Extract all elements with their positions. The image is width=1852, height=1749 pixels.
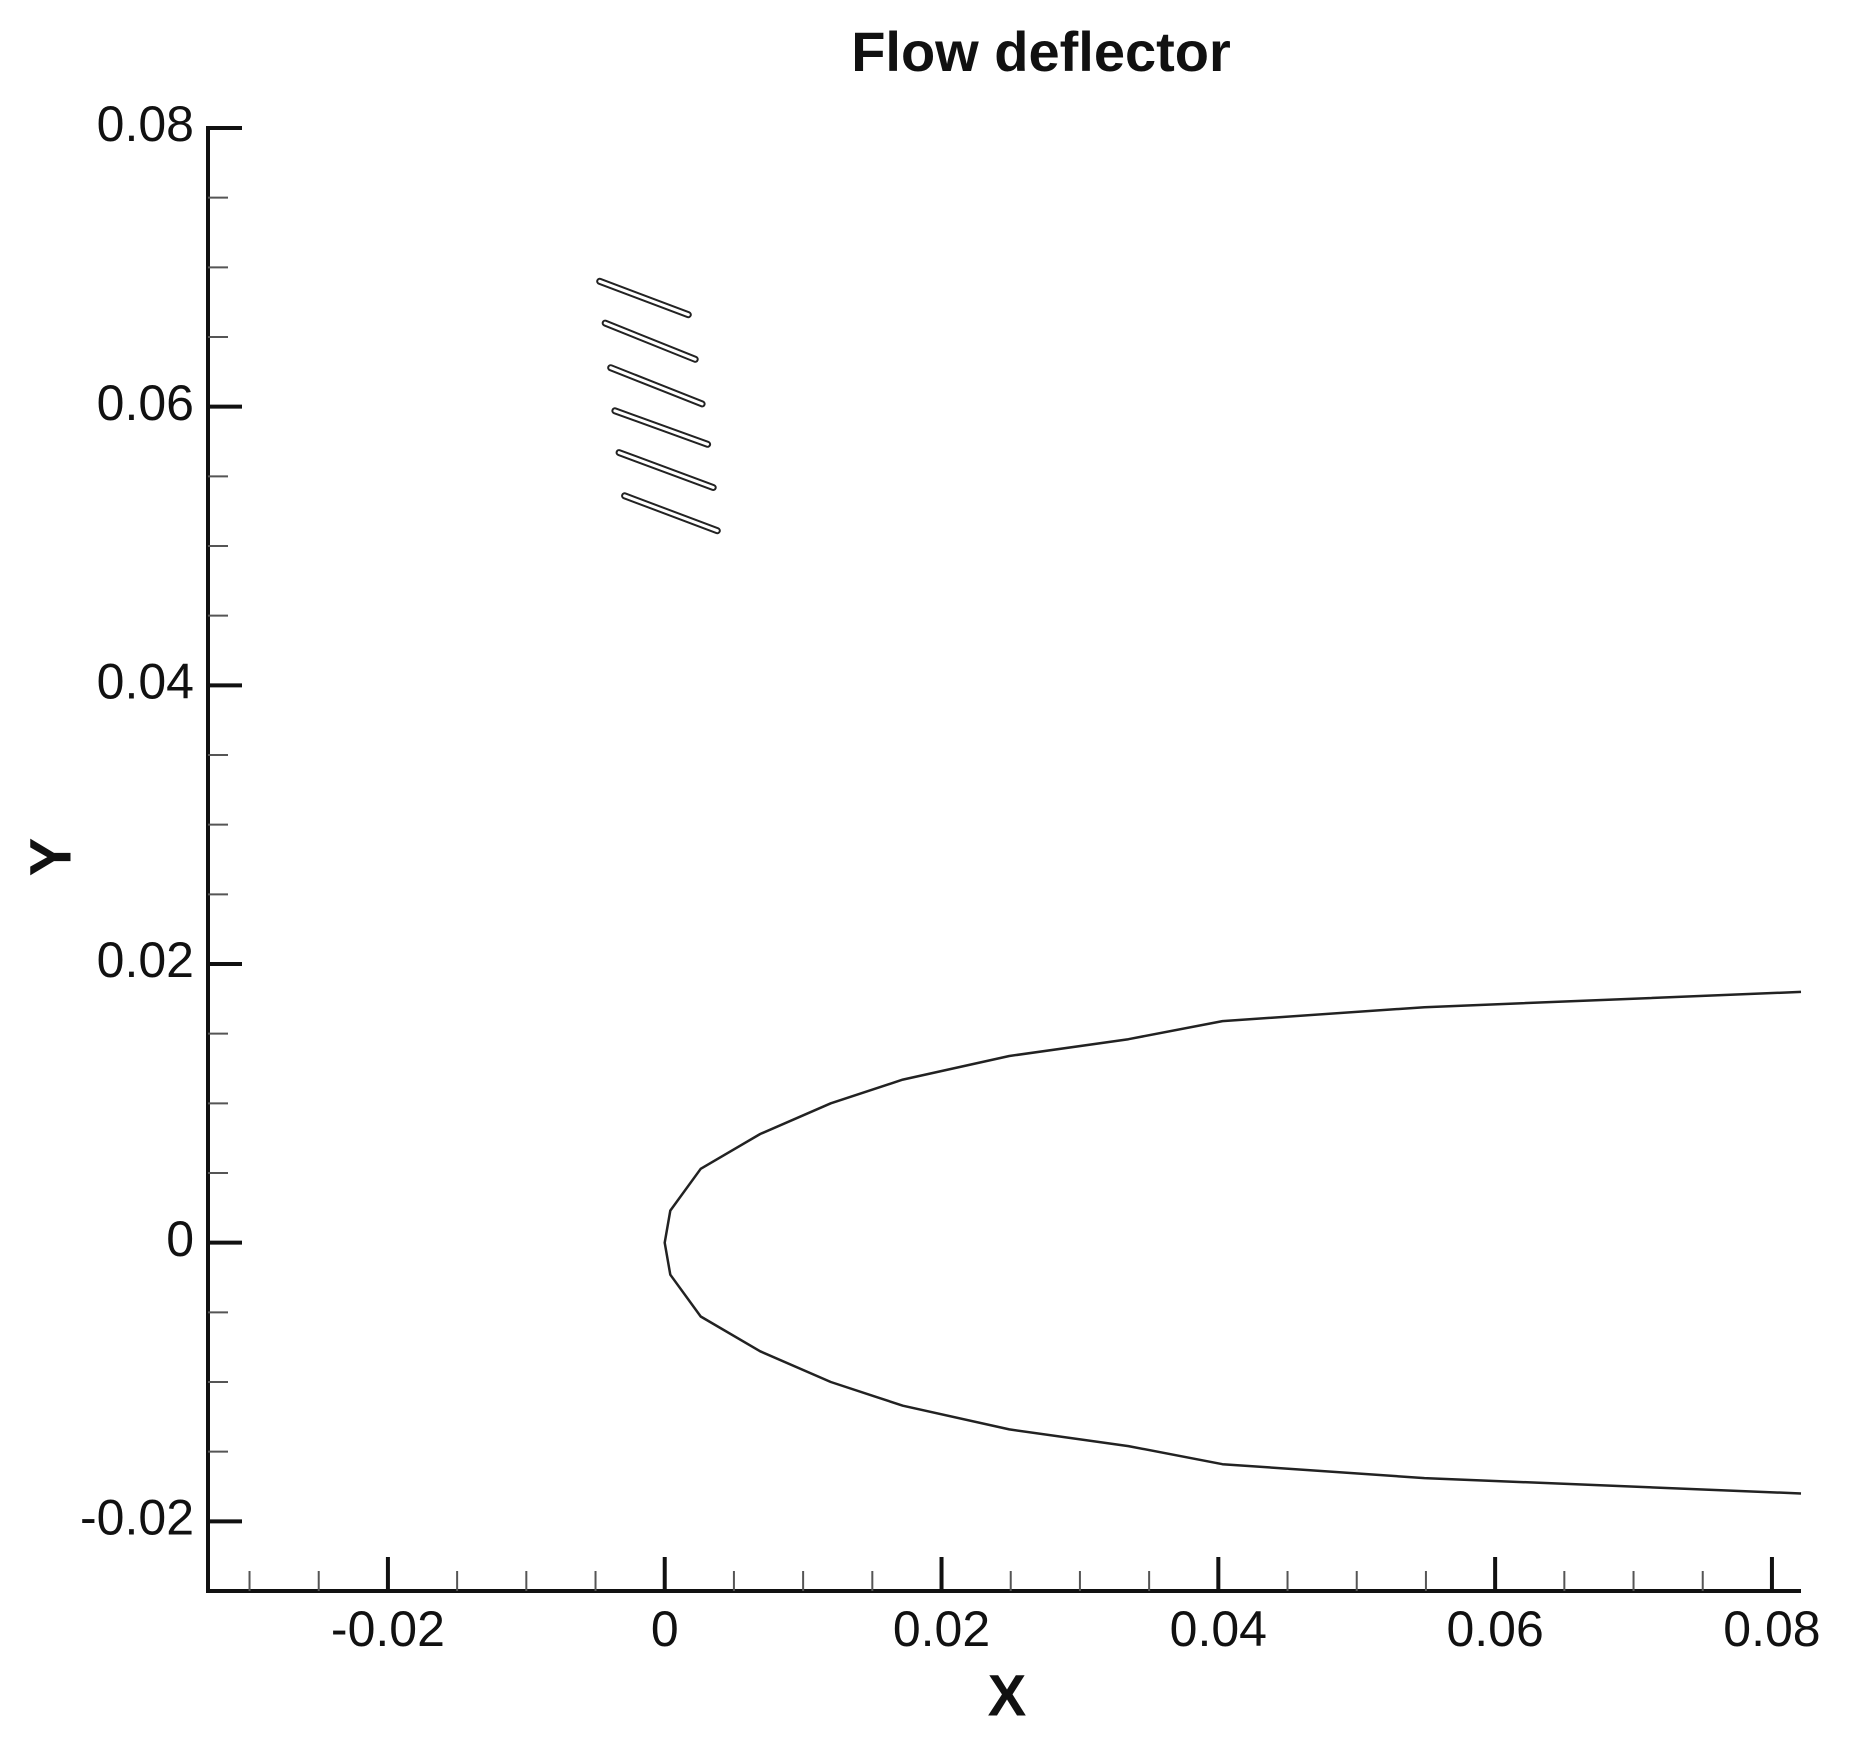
y-axis-label: Y [18,838,83,877]
y-tick-label: 0.06 [97,375,194,431]
x-tick-label: -0.02 [331,1601,445,1657]
deflector-slat [615,449,717,491]
airfoil-contour [663,990,1802,1495]
deflector-slat [596,277,692,319]
x-tick-label: 0.04 [1170,1601,1267,1657]
x-tick-label: 0 [651,1601,679,1657]
x-tick-label: 0.08 [1723,1601,1820,1657]
y-tick-label: 0.02 [97,932,194,988]
deflector-slat [607,364,706,408]
y-tick-label: -0.02 [80,1490,194,1546]
y-tick-label: 0.04 [97,654,194,710]
x-tick-label: 0.06 [1446,1601,1543,1657]
deflector-slat [611,407,712,448]
y-tick-label: 0.08 [97,96,194,152]
y-tick-label: 0 [166,1211,194,1267]
deflector-slat [601,319,699,363]
deflector-slat [621,492,721,535]
x-axis-label: X [988,1663,1027,1728]
x-tick-label: 0.02 [893,1601,990,1657]
chart-title: Flow deflector [851,20,1231,83]
